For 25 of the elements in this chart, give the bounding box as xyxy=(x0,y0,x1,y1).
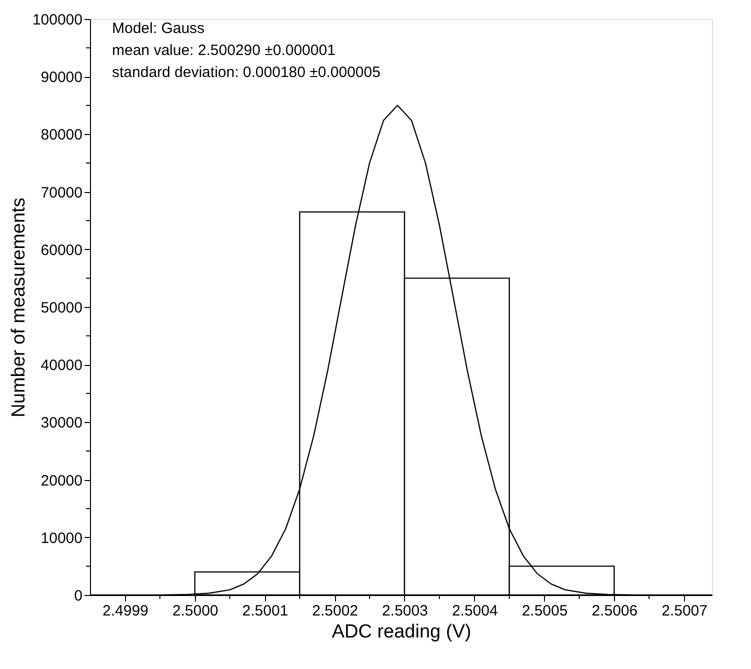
x-axis-title: ADC reading (V) xyxy=(332,622,472,642)
y-tick-label: 70000 xyxy=(40,184,82,202)
x-tick-label: 2.5007 xyxy=(662,602,708,620)
annotation: mean value: 2.500290 ±0.000001 xyxy=(112,42,336,59)
x-tick-label: 2.5005 xyxy=(522,602,568,620)
y-tick-label: 10000 xyxy=(40,530,82,547)
annotation: standard deviation: 0.000180 ±0.000005 xyxy=(112,64,380,81)
y-tick-label: 40000 xyxy=(40,357,82,374)
y-tick-label: 50000 xyxy=(40,300,82,316)
y-tick-label: 90000 xyxy=(40,69,82,86)
x-tick-label: 2.5001 xyxy=(242,602,288,620)
x-tick-label: 2.5004 xyxy=(452,602,498,620)
y-tick-label: 30000 xyxy=(40,414,82,432)
x-tick-label: 2.5003 xyxy=(382,602,428,620)
y-axis-title: Number of measurements xyxy=(8,198,30,418)
y-tick-label: 20000 xyxy=(40,472,82,490)
x-tick-label: 2.5000 xyxy=(172,602,218,620)
x-tick-label: 2.5006 xyxy=(592,602,638,620)
y-tick-label: 0 xyxy=(74,588,82,604)
x-tick-label: 2.5002 xyxy=(312,602,358,620)
y-tick-label: 60000 xyxy=(40,242,82,259)
y-tick-label: 100000 xyxy=(32,12,82,28)
x-tick-label: 2.4999 xyxy=(102,602,148,620)
y-tick-label: 80000 xyxy=(40,126,82,144)
annotation: Model: Gauss xyxy=(112,20,205,37)
